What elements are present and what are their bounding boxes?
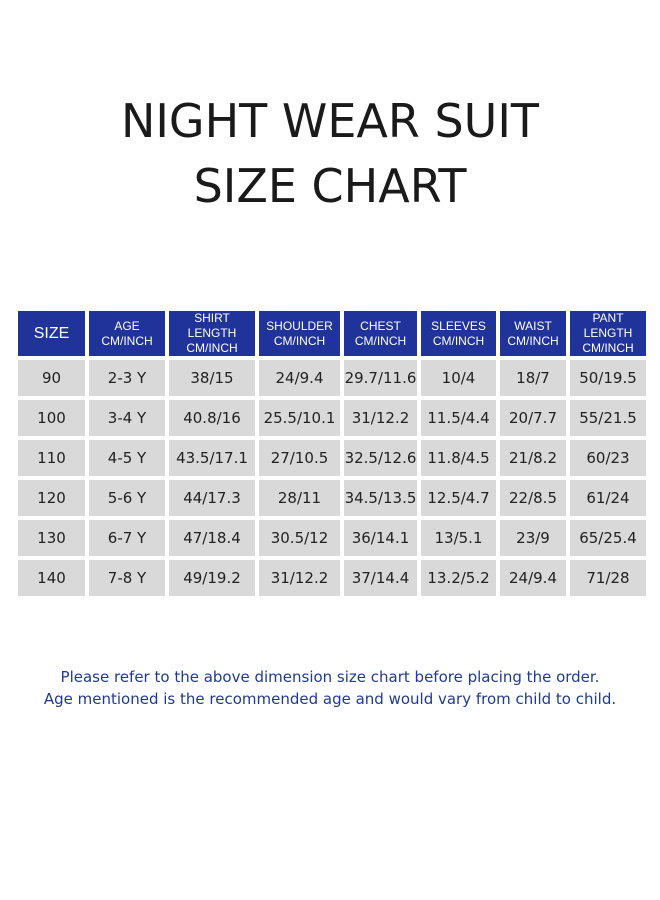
cell-shirt-length: 43.5/17.1 bbox=[169, 440, 255, 476]
cell-pant-length: 61/24 bbox=[570, 480, 646, 516]
table-row: 140 7-8 Y 49/19.2 31/12.2 37/14.4 13.2/5… bbox=[18, 560, 646, 596]
cell-age: 6-7 Y bbox=[89, 520, 165, 556]
cell-chest: 36/14.1 bbox=[344, 520, 417, 556]
cell-age: 7-8 Y bbox=[89, 560, 165, 596]
cell-shirt-length: 38/15 bbox=[169, 360, 255, 396]
header-size: SIZE bbox=[18, 311, 85, 356]
cell-pant-length: 55/21.5 bbox=[570, 400, 646, 436]
cell-size: 90 bbox=[18, 360, 85, 396]
cell-chest: 31/12.2 bbox=[344, 400, 417, 436]
cell-size: 100 bbox=[18, 400, 85, 436]
header-row: SIZE AGE CM/INCH SHIRT LENGTH CM/INCH SHOU… bbox=[18, 311, 646, 356]
cell-sleeves: 10/4 bbox=[421, 360, 496, 396]
cell-shirt-length: 47/18.4 bbox=[169, 520, 255, 556]
cell-shirt-length: 44/17.3 bbox=[169, 480, 255, 516]
cell-chest: 32.5/12.6 bbox=[344, 440, 417, 476]
page-title-line-1: NIGHT WEAR SUIT bbox=[120, 94, 540, 148]
table-row: 120 5-6 Y 44/17.3 28/11 34.5/13.5 12.5/4… bbox=[18, 480, 646, 516]
cell-shoulder: 27/10.5 bbox=[259, 440, 340, 476]
cell-shirt-length: 40.8/16 bbox=[169, 400, 255, 436]
cell-chest: 29.7/11.6 bbox=[344, 360, 417, 396]
order-note: Please refer to the above dimension size… bbox=[60, 668, 600, 686]
size-chart-table: SIZE AGE CM/INCH SHIRT LENGTH CM/INCH SHOU… bbox=[14, 307, 650, 600]
header-age: AGE CM/INCH bbox=[89, 311, 165, 356]
cell-age: 5-6 Y bbox=[89, 480, 165, 516]
cell-size: 130 bbox=[18, 520, 85, 556]
cell-shoulder: 25.5/10.1 bbox=[259, 400, 340, 436]
header-pant-length: PANT LENGTH CM/INCH bbox=[570, 311, 646, 356]
cell-sleeves: 13/5.1 bbox=[421, 520, 496, 556]
cell-pant-length: 50/19.5 bbox=[570, 360, 646, 396]
table-row: 110 4-5 Y 43.5/17.1 27/10.5 32.5/12.6 11… bbox=[18, 440, 646, 476]
cell-chest: 34.5/13.5 bbox=[344, 480, 417, 516]
header-sleeves: SLEEVES CM/INCH bbox=[421, 311, 496, 356]
cell-shoulder: 24/9.4 bbox=[259, 360, 340, 396]
cell-pant-length: 60/23 bbox=[570, 440, 646, 476]
table-row: 130 6-7 Y 47/18.4 30.5/12 36/14.1 13/5.1… bbox=[18, 520, 646, 556]
cell-pant-length: 65/25.4 bbox=[570, 520, 646, 556]
header-shoulder: SHOULDER CM/INCH bbox=[259, 311, 340, 356]
table-row: 90 2-3 Y 38/15 24/9.4 29.7/11.6 10/4 18/… bbox=[18, 360, 646, 396]
cell-sleeves: 11.5/4.4 bbox=[421, 400, 496, 436]
cell-shoulder: 28/11 bbox=[259, 480, 340, 516]
cell-sleeves: 12.5/4.7 bbox=[421, 480, 496, 516]
age-note: Age mentioned is the recommended age and… bbox=[43, 690, 617, 708]
cell-age: 3-4 Y bbox=[89, 400, 165, 436]
cell-size: 120 bbox=[18, 480, 85, 516]
cell-shoulder: 30.5/12 bbox=[259, 520, 340, 556]
cell-shoulder: 31/12.2 bbox=[259, 560, 340, 596]
page-title-line-2: SIZE CHART bbox=[193, 159, 467, 213]
header-chest: CHEST CM/INCH bbox=[344, 311, 417, 356]
table-row: 100 3-4 Y 40.8/16 25.5/10.1 31/12.2 11.5… bbox=[18, 400, 646, 436]
cell-age: 4-5 Y bbox=[89, 440, 165, 476]
cell-waist: 18/7 bbox=[500, 360, 566, 396]
cell-chest: 37/14.4 bbox=[344, 560, 417, 596]
cell-waist: 22/8.5 bbox=[500, 480, 566, 516]
cell-sleeves: 13.2/5.2 bbox=[421, 560, 496, 596]
cell-sleeves: 11.8/4.5 bbox=[421, 440, 496, 476]
cell-waist: 23/9 bbox=[500, 520, 566, 556]
cell-size: 140 bbox=[18, 560, 85, 596]
cell-waist: 21/8.2 bbox=[500, 440, 566, 476]
cell-pant-length: 71/28 bbox=[570, 560, 646, 596]
cell-waist: 20/7.7 bbox=[500, 400, 566, 436]
cell-shirt-length: 49/19.2 bbox=[169, 560, 255, 596]
cell-age: 2-3 Y bbox=[89, 360, 165, 396]
header-shirt-length: SHIRT LENGTH CM/INCH bbox=[169, 311, 255, 356]
cell-size: 110 bbox=[18, 440, 85, 476]
header-waist: WAIST CM/INCH bbox=[500, 311, 566, 356]
cell-waist: 24/9.4 bbox=[500, 560, 566, 596]
